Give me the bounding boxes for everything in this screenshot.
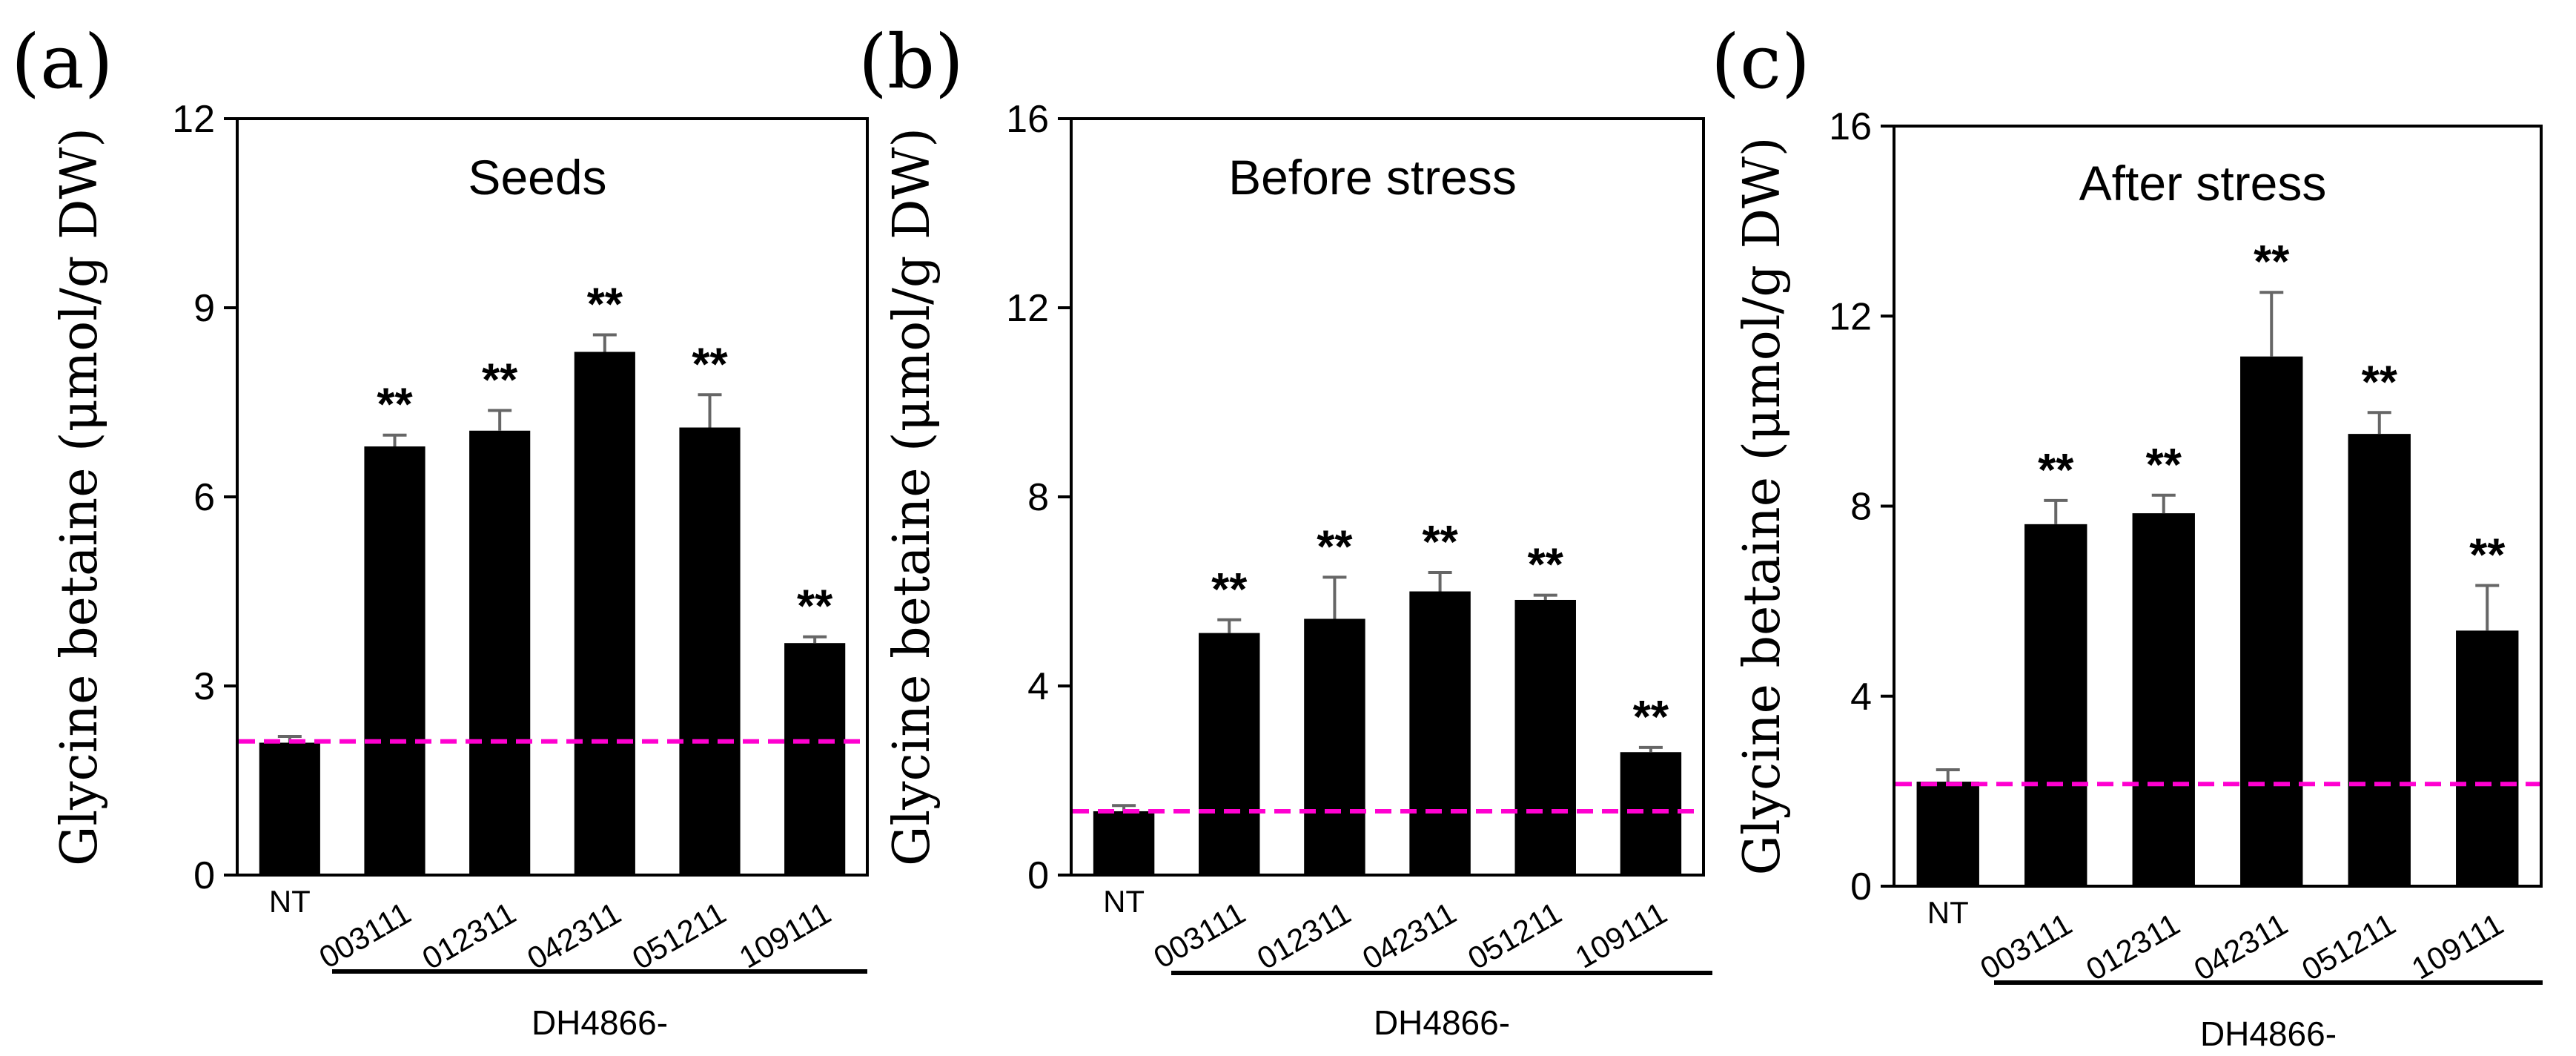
- y-tick-label: 4: [1850, 676, 1872, 719]
- significance-marker: **: [2038, 445, 2074, 496]
- x-tick-label: 042311: [521, 895, 626, 976]
- y-axis-title: Glycine betaine (μmol/g DW): [883, 128, 941, 866]
- group-label: DH4866-: [532, 1003, 668, 1042]
- y-axis-title: Glycine betaine (μmol/g DW): [1733, 137, 1792, 876]
- bar-NT: [259, 742, 320, 875]
- bar-003111: [364, 446, 426, 875]
- y-tick-label: 12: [1829, 295, 1872, 338]
- x-tick-label: 012311: [1251, 895, 1357, 976]
- bar-012311: [1304, 618, 1365, 875]
- y-tick-label: 6: [193, 476, 215, 519]
- significance-marker: **: [2362, 357, 2398, 408]
- chart-panel-a: (a) 0 3 6 9 12 Glycine betaine (μmol/g DW) Seed…: [11, 19, 869, 1042]
- x-tick-label: 003111: [1974, 906, 2077, 986]
- y-tick-label: 8: [1027, 476, 1049, 519]
- bar-003111: [2024, 524, 2087, 886]
- y-tick-label: 8: [1850, 486, 1872, 529]
- y-tick-label: 0: [193, 854, 215, 897]
- bar-042311: [2240, 356, 2303, 886]
- plot-frame: [1893, 125, 2543, 888]
- chart-title: After stress: [2079, 156, 2327, 211]
- bar-109111: [2456, 630, 2519, 886]
- group-label: DH4866-: [2200, 1014, 2337, 1053]
- significance-marker: **: [1528, 540, 1564, 591]
- x-tick-label: 042311: [1357, 895, 1462, 976]
- x-tick-label: 003111: [1148, 895, 1251, 975]
- panel-label: (b): [858, 19, 964, 105]
- bar-012311: [2132, 513, 2195, 886]
- chart-panel-c: (c) 0 4 8 12 16 Glycine betaine (μmol/g DW) Aft…: [1711, 19, 2543, 1053]
- chart-panel-b: (b) 0 4 8 12 16 Glycine betaine (μmol/g DW) Bef…: [858, 19, 1712, 1042]
- plot-frame: [1070, 117, 1705, 877]
- x-tick-label: 109111: [733, 895, 836, 975]
- x-tick-label: 003111: [314, 895, 417, 975]
- x-tick-label: 109111: [2406, 906, 2509, 986]
- significance-marker: **: [1633, 692, 1669, 743]
- bar-051211: [679, 427, 741, 875]
- significance-marker: **: [692, 339, 728, 390]
- panel-label: (a): [11, 19, 113, 105]
- bar-109111: [784, 643, 846, 875]
- significance-marker: **: [797, 581, 833, 633]
- x-tick-label: NT: [269, 884, 311, 919]
- bar-051211: [1514, 599, 1576, 875]
- chart-title: Before stress: [1228, 150, 1517, 205]
- x-tick-label: 051211: [1462, 895, 1567, 976]
- x-tick-label: 109111: [1569, 895, 1672, 975]
- panel-label: (c): [1711, 19, 1810, 105]
- y-tick-label: 0: [1027, 854, 1049, 897]
- bar-042311: [1409, 591, 1471, 875]
- x-tick-label: 012311: [2080, 906, 2185, 987]
- bar-051211: [2348, 434, 2411, 886]
- y-tick-label: 12: [172, 98, 215, 141]
- significance-marker: **: [587, 280, 623, 331]
- significance-marker: **: [2254, 237, 2290, 288]
- x-tick-label: 051211: [2296, 906, 2401, 987]
- significance-marker: **: [1422, 517, 1458, 568]
- y-tick-label: 9: [193, 287, 215, 330]
- significance-marker: **: [1317, 521, 1353, 572]
- y-tick-label: 16: [1006, 98, 1049, 141]
- x-tick-label: 042311: [2188, 906, 2294, 987]
- significance-marker: **: [482, 355, 518, 406]
- bar-NT: [1093, 811, 1155, 875]
- y-tick-label: 16: [1829, 105, 1872, 148]
- significance-marker: **: [1211, 564, 1248, 616]
- y-axis-title: Glycine betaine (μmol/g DW): [50, 128, 109, 866]
- x-tick-label: 012311: [416, 895, 521, 976]
- x-tick-label: NT: [1927, 895, 1969, 930]
- x-tick-label: 051211: [626, 895, 732, 976]
- bar-042311: [574, 352, 635, 875]
- significance-marker: **: [2469, 529, 2506, 581]
- y-tick-label: 4: [1027, 665, 1049, 708]
- x-tick-label: NT: [1103, 884, 1145, 919]
- chart-title: Seeds: [468, 150, 606, 205]
- bar-NT: [1916, 782, 1979, 886]
- bar-109111: [1620, 752, 1682, 875]
- group-label: DH4866-: [1374, 1003, 1510, 1042]
- bar-012311: [469, 430, 531, 875]
- significance-marker: **: [2146, 440, 2182, 491]
- plot-frame: [236, 117, 869, 877]
- y-tick-label: 0: [1850, 865, 1872, 908]
- y-tick-label: 3: [193, 665, 215, 708]
- y-tick-label: 12: [1006, 287, 1049, 330]
- bar-003111: [1199, 633, 1260, 875]
- significance-marker: **: [377, 380, 413, 431]
